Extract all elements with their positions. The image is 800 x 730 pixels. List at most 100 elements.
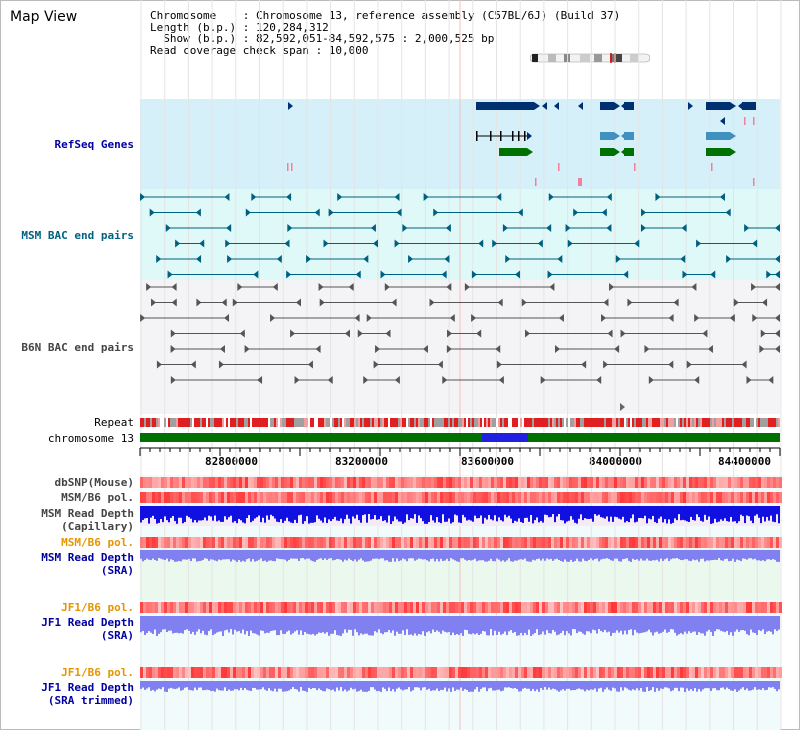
depth-bar <box>572 616 574 630</box>
pol-segment <box>608 667 611 678</box>
repeat-segment <box>598 418 600 427</box>
msm-b6-pol-label[interactable]: MSM/B6 pol. <box>61 491 134 504</box>
repeat-segment <box>750 418 752 427</box>
repeat-segment <box>524 418 526 427</box>
depth-bar <box>174 550 176 562</box>
pol-segment <box>248 492 251 503</box>
b6n-bac-end <box>327 376 333 384</box>
pol-segment <box>650 492 653 503</box>
repeat-segment <box>462 418 464 427</box>
depth-bar <box>378 616 380 630</box>
b6n-bac-end <box>391 298 397 307</box>
repeat-segment <box>226 418 228 427</box>
depth-bar <box>634 506 636 523</box>
pol-segment <box>401 537 404 548</box>
depth-bar <box>628 681 630 690</box>
chromosome-ideogram[interactable] <box>530 53 650 63</box>
depth-bar <box>414 681 416 688</box>
depth-bar <box>402 616 404 631</box>
depth-bar <box>612 681 614 688</box>
pol-segment <box>500 667 503 678</box>
depth-bar <box>744 681 746 691</box>
depth-bar <box>306 681 308 692</box>
pol-segment <box>758 477 761 488</box>
pol-segment <box>389 667 392 678</box>
pol-segment <box>332 492 335 503</box>
gene-mark <box>744 117 746 125</box>
repeat-segment <box>382 418 384 427</box>
depth-bar <box>324 616 326 634</box>
pol-segment <box>161 602 164 613</box>
pol-segment <box>281 537 284 548</box>
repeat-segment <box>160 418 162 427</box>
pol-segment <box>425 602 428 613</box>
jf1-read-depth-trimmed-label[interactable]: JF1 Read Depth <box>41 681 134 694</box>
pol-segment <box>302 492 305 503</box>
depth-bar <box>736 550 738 560</box>
msm-read-depth-capillary-label[interactable]: MSM Read Depth <box>41 507 134 520</box>
repeat-segment <box>700 418 702 427</box>
depth-bar <box>282 681 284 692</box>
repeat-segment <box>632 418 634 427</box>
pol-segment <box>449 477 452 488</box>
pol-segment <box>485 492 488 503</box>
depth-bar <box>176 681 178 689</box>
pol-segment <box>455 477 458 488</box>
refseq-genes-label[interactable]: RefSeq Genes <box>54 138 134 151</box>
pol-segment <box>146 477 149 488</box>
repeat-segment <box>760 418 762 427</box>
pol-segment <box>461 537 464 548</box>
depth-bar <box>230 681 232 691</box>
msm-bac-label[interactable]: MSM BAC end pairs <box>21 229 134 242</box>
jf1-read-depth-sra-label[interactable]: JF1 Read Depth <box>41 616 134 629</box>
pol-segment <box>401 602 404 613</box>
pol-segment <box>674 602 677 613</box>
depth-bar <box>658 550 660 562</box>
jf1-b6-pol-label[interactable]: JF1/B6 pol. <box>61 601 134 614</box>
pol-segment <box>200 477 203 488</box>
jf1-b6-pol-label-2[interactable]: JF1/B6 pol. <box>61 666 134 679</box>
pol-segment <box>779 667 782 678</box>
msm-read-depth-sra-label[interactable]: MSM Read Depth <box>41 551 134 564</box>
repeat-segment <box>320 418 322 427</box>
depth-bar <box>314 681 316 689</box>
depth-bar <box>468 550 470 561</box>
pol-segment <box>725 477 728 488</box>
pol-segment <box>677 537 680 548</box>
pol-segment <box>620 667 623 678</box>
msm-b6-pol-label-2[interactable]: MSM/B6 pol. <box>61 536 134 549</box>
pol-segment <box>377 602 380 613</box>
pol-segment <box>173 477 176 488</box>
pol-segment <box>329 537 332 548</box>
depth-bar <box>500 550 502 562</box>
pol-segment <box>761 667 764 678</box>
pol-segment <box>770 667 773 678</box>
depth-bar <box>228 550 230 560</box>
depth-bar <box>226 550 228 560</box>
pol-segment <box>167 477 170 488</box>
pol-segment <box>515 667 518 678</box>
pol-segment <box>368 477 371 488</box>
pol-segment <box>176 537 179 548</box>
pol-segment <box>350 492 353 503</box>
depth-bar <box>318 681 320 689</box>
depth-bar <box>732 681 734 691</box>
depth-bar <box>286 681 288 692</box>
b6n-bac-end <box>733 298 739 307</box>
msm-bac-end <box>286 270 292 279</box>
depth-bar <box>680 550 682 561</box>
b6n-bac-label[interactable]: B6N BAC end pairs <box>21 341 134 354</box>
pol-segment <box>356 477 359 488</box>
depth-bar <box>450 550 452 559</box>
pol-segment <box>167 667 170 678</box>
depth-bar <box>350 506 352 524</box>
repeat-segment <box>744 418 746 427</box>
depth-bar <box>218 506 220 521</box>
pol-segment <box>395 602 398 613</box>
dbsnp-label[interactable]: dbSNP(Mouse) <box>54 476 134 489</box>
pol-segment <box>446 602 449 613</box>
pol-segment <box>221 492 224 503</box>
depth-bar <box>652 506 654 516</box>
depth-bar <box>698 550 700 562</box>
